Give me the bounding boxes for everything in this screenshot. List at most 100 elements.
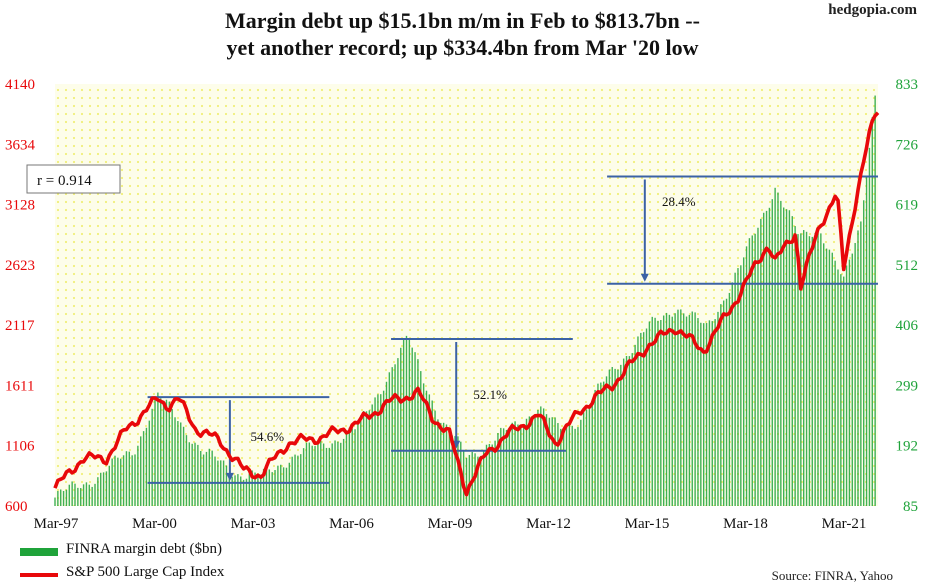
margin-debt-bar [74,483,76,506]
margin-debt-bar [85,482,88,506]
margin-debt-bar [568,423,571,506]
margin-debt-bar [582,412,585,506]
margin-debt-bar [557,423,559,506]
margin-debt-bar [871,117,873,507]
margin-debt-bar [231,476,233,506]
margin-debt-bar [180,422,182,506]
margin-debt-bar [68,484,70,506]
margin-debt-bar [480,455,482,506]
margin-debt-bar [768,207,771,506]
margin-debt-bar [491,444,493,506]
x-axis-tick-label: Mar-97 [34,516,79,532]
margin-debt-bar [168,401,171,506]
right-axis-tick-label: 299 [896,378,919,394]
margin-debt-bar [177,421,179,506]
margin-debt-bar [631,353,633,506]
margin-debt-bar [645,328,648,506]
right-axis-tick-label: 512 [896,258,919,274]
margin-debt-bar [105,471,108,506]
margin-debt-bar [620,364,622,506]
margin-debt-bar [280,464,282,506]
margin-debt-bar [565,426,568,506]
margin-debt-bar [780,200,782,507]
chart-title-line1: Margin debt up $15.1bn m/m in Feb to $81… [225,8,700,33]
margin-debt-bar [442,422,445,506]
margin-debt-bar [868,147,871,506]
margin-debt-bar [388,372,391,506]
margin-debt-bar [362,411,365,506]
margin-debt-bar [60,489,62,506]
sp500-line [53,111,880,497]
margin-debt-bar [511,422,513,506]
left-axis-tick-label: 3634 [5,137,36,153]
margin-debt-bar [605,376,608,506]
x-axis-tick-label: Mar-12 [526,516,571,532]
margin-debt-bar [214,456,216,506]
correlation-label: r = 0.914 [37,173,92,189]
x-axis-tick-label: Mar-09 [428,516,473,532]
margin-debt-bar [717,311,719,506]
margin-debt-bar [425,390,428,506]
bars-series [54,95,876,507]
margin-debt-bar [820,233,822,506]
margin-debt-bar [162,400,165,506]
margin-debt-bar [97,477,99,506]
left-axis-tick-label: 2117 [5,318,35,334]
margin-debt-bar [662,315,665,506]
margin-debt-bar [77,487,79,506]
right-axis-tick-label: 85 [903,499,918,515]
margin-debt-bar [691,311,693,506]
margin-debt-bar [282,467,285,506]
margin-debt-bar [308,442,311,506]
margin-debt-bar [117,457,119,506]
reference-lines: 54.6% 52.1% 28.4% [147,175,878,484]
margin-debt-bar [194,442,196,506]
margin-debt-bar [477,456,479,506]
margin-debt-bar [314,446,316,506]
margin-debt-bar [291,456,293,506]
margin-debt-bar [714,319,716,506]
margin-debt-bar [202,454,205,506]
margin-debt-bar [448,430,451,506]
x-axis-tick-label: Mar-18 [723,516,768,532]
margin-debt-bar [580,419,582,506]
margin-debt-bar [745,246,748,506]
x-axis-tick-label: Mar-15 [625,516,670,532]
margin-debt-bar [708,320,711,506]
axes: 4140 3634 3128 2623 2117 1611 1106 600 833 726 619… [5,77,919,532]
margin-debt-bar [742,257,745,506]
margin-debt-bar [100,472,102,506]
margin-debt-bar [188,442,191,506]
margin-debt-bar [843,276,845,506]
margin-debt-bar [577,427,579,506]
margin-debt-bar [671,316,673,506]
margin-debt-bar [765,210,768,506]
x-axis-tick-label: Mar-21 [822,516,867,532]
margin-debt-bar [451,435,453,506]
margin-debt-bar [271,472,273,506]
margin-debt-bar [668,314,671,506]
margin-debt-bar [311,445,313,506]
margin-debt-bar [854,242,856,507]
margin-debt-bar [808,236,811,506]
margin-debt-bar [402,339,405,506]
margin-debt-bar [437,419,439,506]
margin-debt-bar [785,209,788,506]
margin-debt-bar [368,410,371,506]
margin-debt-bar [757,227,759,506]
margin-debt-bar [700,322,702,506]
margin-debt-bar [237,474,239,506]
margin-debt-bar [657,320,659,506]
margin-debt-bar [594,389,596,506]
margin-debt-bar [391,367,393,506]
margin-debt-bar [174,417,176,506]
margin-debt-bar [865,176,868,506]
left-axis-tick-label: 600 [5,499,28,515]
margin-debt-bar [205,451,208,506]
right-axis-tick-label: 619 [896,198,919,214]
margin-debt-bar [197,444,199,506]
margin-debt-bar [377,394,379,506]
margin-debt-bar [248,473,251,506]
margin-debt-bar [525,418,528,506]
